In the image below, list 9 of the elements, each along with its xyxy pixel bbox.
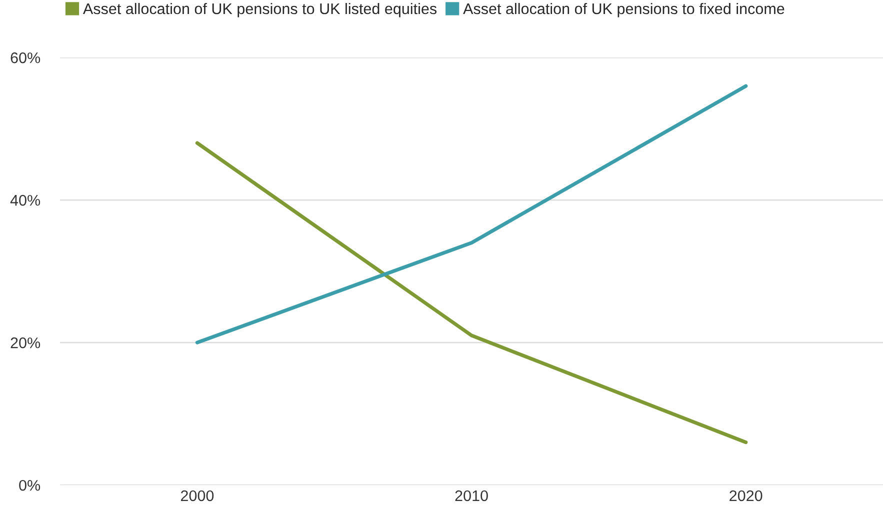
y-tick-label: 40% <box>10 194 40 206</box>
legend-label: Asset allocation of UK pensions to UK listed equities <box>82 2 437 18</box>
legend-label: Asset allocation of UK pensions to fixed income <box>463 2 784 18</box>
x-tick-label: 2000 <box>180 490 214 502</box>
x-tick-label: 2010 <box>455 490 488 502</box>
x-tick-label: 2020 <box>730 490 762 502</box>
y-tick-label: 60% <box>10 52 40 64</box>
y-tick-label: 0% <box>19 480 40 491</box>
y-tick-label: 20% <box>10 337 40 348</box>
